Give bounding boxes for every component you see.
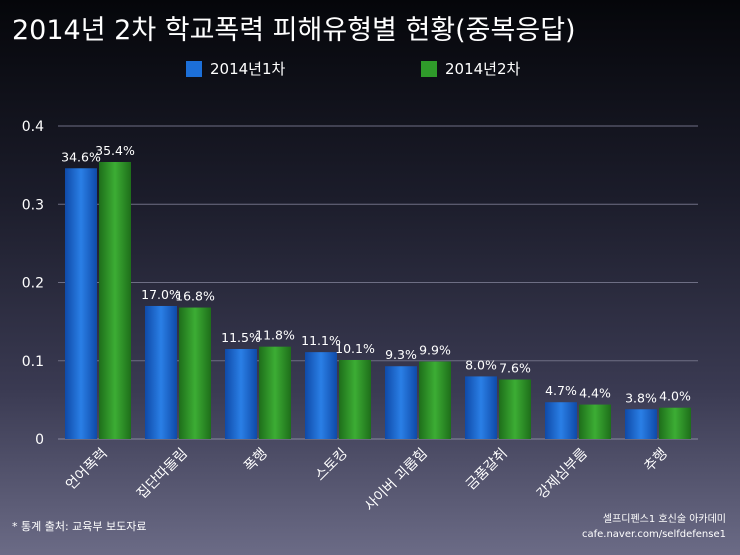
data-label: 7.6% (499, 361, 531, 376)
legend-item-series-1: 2014년1차 (186, 58, 285, 79)
data-label: 11.8% (255, 328, 295, 343)
y-tick-label: 0.3 (22, 197, 44, 213)
data-label: 10.1% (335, 341, 375, 356)
y-tick-label: 0.2 (22, 276, 44, 292)
legend-label-series-1: 2014년1차 (210, 60, 286, 78)
chart-title: 2014년 2차 학교폭력 피해유형별 현황(중복응답) (12, 15, 576, 46)
bar-series-1 (465, 376, 497, 439)
x-tick-label: 언어폭력 (63, 446, 111, 494)
credit-line-2: cafe.naver.com/selfdefense1 (581, 529, 726, 540)
data-label: 17.0% (141, 287, 181, 302)
x-tick-label: 사이버 괴롭힘 (362, 446, 431, 515)
credit: 셀프디펜스1 호신술 아카데미 cafe.naver.com/selfdefen… (582, 512, 726, 542)
source-footnote: * 통계 출처: 교육부 보도자료 (12, 520, 147, 533)
data-label: 9.9% (419, 343, 451, 358)
bar-series-2 (579, 404, 611, 439)
y-tick-label: 0.1 (22, 354, 44, 370)
y-tick-label: 0 (35, 432, 44, 448)
bar-series-2 (179, 307, 211, 439)
legend-item-series-2: 2014년2차 (421, 58, 520, 79)
x-tick-label: 집단따돌림 (134, 446, 191, 503)
credit-line-1: 셀프디펜스1 호신술 아카데미 (602, 514, 726, 525)
data-label: 11.5% (221, 330, 261, 345)
bar-series-2 (419, 361, 451, 439)
data-label: 4.4% (579, 386, 611, 401)
bar-series-2 (99, 161, 131, 439)
bar-series-1 (65, 168, 97, 439)
bar-series-2 (259, 346, 291, 439)
data-label: 8.0% (465, 357, 497, 372)
bar-series-1 (385, 366, 417, 439)
data-label: 11.1% (301, 333, 341, 348)
x-tick-label: 강제심부름 (534, 445, 591, 502)
x-tick-label: 스토킹 (312, 446, 351, 485)
data-label: 16.8% (175, 289, 215, 304)
bar-series-2 (339, 359, 371, 439)
bar-series-1 (145, 305, 177, 439)
bar-series-1 (225, 349, 257, 439)
y-tick-label: 0.4 (22, 119, 44, 135)
data-label: 34.6% (61, 149, 101, 164)
bar-series-1 (545, 402, 577, 439)
legend-label-series-2: 2014년2차 (445, 60, 521, 78)
data-label: 4.0% (659, 389, 691, 404)
data-label: 9.3% (385, 347, 417, 362)
bar-series-1 (305, 352, 337, 439)
bar-series-2 (659, 407, 691, 439)
x-tick-label: 폭행 (241, 446, 271, 476)
bar-series-1 (625, 409, 657, 439)
legend-swatch-series-2 (421, 60, 437, 77)
data-label: 35.4% (95, 143, 135, 158)
data-label: 4.7% (545, 383, 577, 398)
legend-swatch-series-1 (186, 60, 202, 77)
bar-series-2 (499, 379, 531, 439)
data-label: 3.8% (625, 390, 657, 405)
x-tick-label: 추행 (641, 446, 671, 476)
x-tick-label: 금품갈취 (463, 446, 511, 494)
